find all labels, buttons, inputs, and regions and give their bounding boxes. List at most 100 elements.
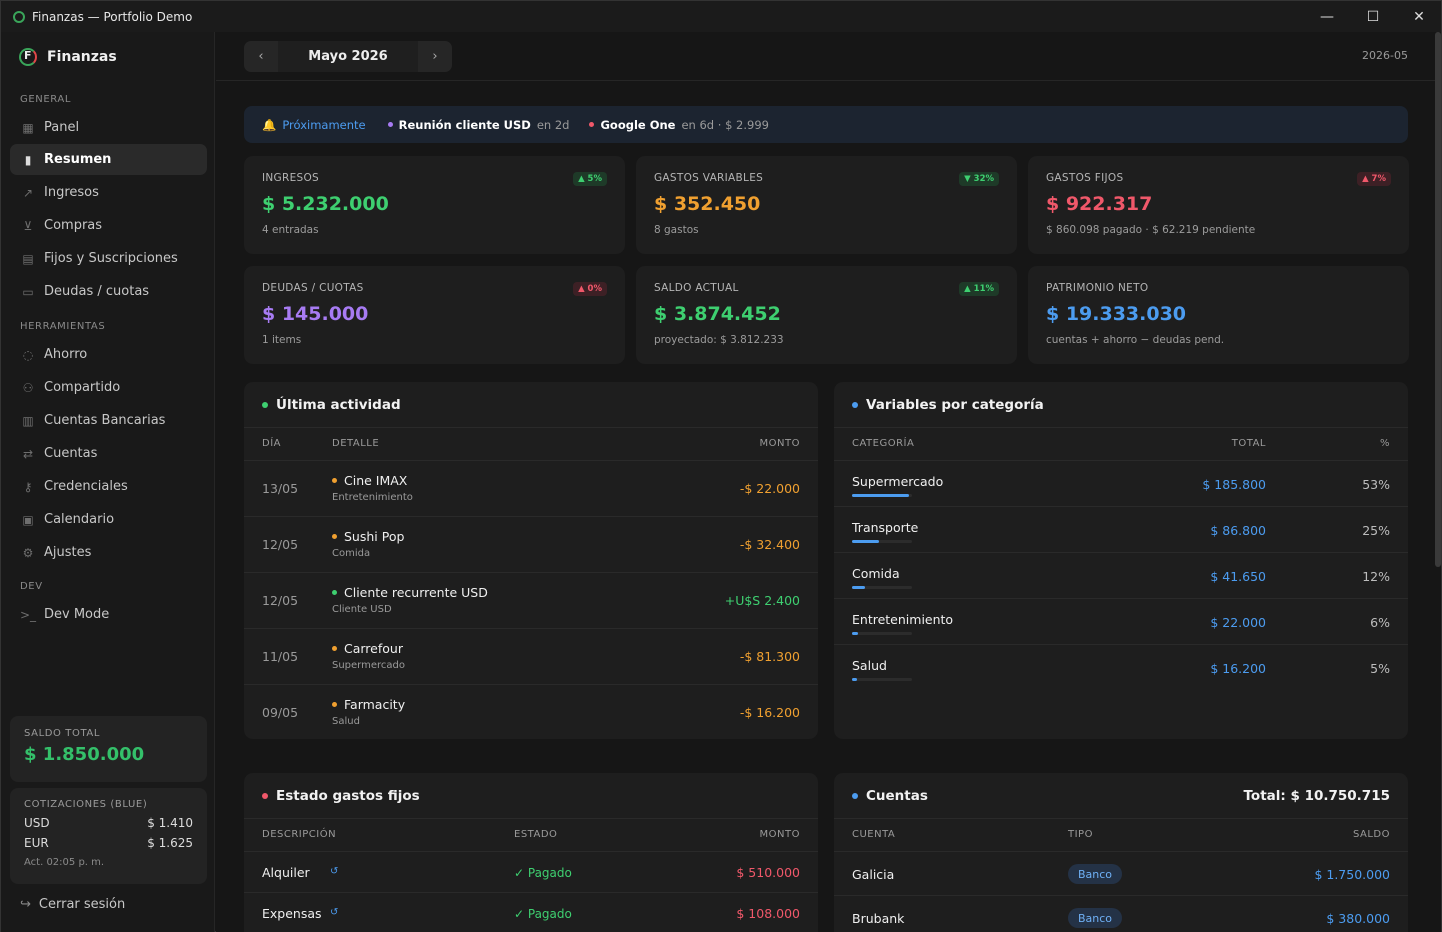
quote-value: $ 1.410 (147, 816, 193, 830)
activity-dot (262, 401, 268, 408)
minimize-icon[interactable]: — (1320, 8, 1334, 25)
section-general: GENERAL (20, 94, 72, 105)
activity-day: 09/05 (262, 705, 299, 720)
account-row[interactable]: Brubank Banco $ 380.000 (834, 895, 1408, 932)
sidebar-item-resumen[interactable]: ▮ Resumen (10, 144, 207, 175)
sidebar-item-label: Ingresos (44, 185, 99, 200)
piggy-icon: ◌ (22, 347, 34, 362)
logout-icon: ↪ (20, 897, 31, 912)
sidebar-item-credenciales[interactable]: ⚷ Credenciales (10, 471, 207, 502)
section-tools: HERRAMIENTAS (20, 321, 106, 332)
logout-button[interactable]: ↪ Cerrar sesión (20, 897, 125, 912)
sidebar-item-dev-mode[interactable]: >_ Dev Mode (10, 599, 207, 630)
cart-icon: ⊻ (23, 218, 33, 233)
sidebar-item-compartido[interactable]: ⚇ Compartido (10, 372, 207, 403)
brand-name: Finanzas (47, 49, 117, 65)
sidebar-item-calendario[interactable]: ▣ Calendario (10, 504, 207, 535)
sidebar-item-fijos-y-suscripciones[interactable]: ▤ Fijos y Suscripciones (10, 243, 207, 274)
activity-category: Salud (332, 716, 360, 727)
sidebar-item-ingresos[interactable]: ↗ Ingresos (10, 177, 207, 208)
bar-chart-icon: ▮ (24, 152, 32, 167)
category-row[interactable]: Comida $ 41.650 12% (834, 552, 1408, 598)
app-icon (13, 10, 25, 23)
bell-icon: 🔔 (262, 117, 277, 132)
category-share-bar (852, 586, 912, 589)
close-icon[interactable]: ✕ (1413, 8, 1425, 25)
activity-row[interactable]: 13/05 Cine IMAX Entretenimiento -$ 22.00… (244, 460, 818, 516)
col-type: TIPO (1068, 829, 1093, 840)
category-row[interactable]: Supermercado $ 185.800 53% (834, 460, 1408, 506)
sidebar-item-ajustes[interactable]: ⚙ Ajustes (10, 537, 207, 568)
kpi-card: DEUDAS / CUOTAS $ 145.000 1 items ▲ 0% (244, 266, 625, 364)
sidebar-item-compras[interactable]: ⊻ Compras (10, 210, 207, 241)
category-row[interactable]: Salud $ 16.200 5% (834, 644, 1408, 690)
col-detail: DETALLE (332, 438, 380, 449)
activity-day: 11/05 (262, 649, 299, 664)
upcoming-item[interactable]: Google One (600, 117, 676, 132)
sidebar-item-label: Ahorro (44, 347, 88, 362)
activity-row[interactable]: 12/05 Cliente recurrente USD Cliente USD… (244, 572, 818, 628)
bank-icon: ▥ (22, 413, 34, 428)
category-total: $ 86.800 (1210, 523, 1266, 538)
category-row[interactable]: Transporte $ 86.800 25% (834, 506, 1408, 552)
activity-row[interactable]: 09/05 Farmacity Salud -$ 16.200 (244, 684, 818, 739)
activity-day: 12/05 (262, 537, 299, 552)
quote-value: $ 1.625 (147, 836, 193, 850)
logo-icon (19, 48, 37, 66)
kpi-subtext: proyectado: $ 3.812.233 (654, 334, 784, 346)
sidebar-item-deudas-cuotas[interactable]: ▭ Deudas / cuotas (10, 276, 207, 307)
upcoming-item[interactable]: Reunión cliente USD (398, 117, 531, 132)
sidebar-item-label: Dev Mode (44, 607, 110, 622)
category-share-fill (852, 494, 909, 497)
category-total: $ 185.800 (1202, 477, 1266, 492)
category-name: Entretenimiento (852, 612, 954, 627)
categories-panel: Variables por categoría CATEGORÍA TOTAL … (834, 382, 1408, 739)
kpi-label: GASTOS FIJOS (1046, 172, 1124, 184)
sidebar-item-cuentas-bancarias[interactable]: ▥ Cuentas Bancarias (10, 405, 207, 436)
fixed-row[interactable]: Alquiler ↺ ✓ Pagado $ 510.000 (244, 851, 818, 892)
activity-amount: -$ 32.400 (739, 537, 800, 552)
sidebar-item-cuentas[interactable]: ⇄ Cuentas (10, 438, 207, 469)
kpi-value: $ 5.232.000 (262, 193, 389, 215)
scrollbar[interactable] (1435, 32, 1441, 567)
upcoming-dot (589, 122, 595, 127)
sidebar-item-label: Fijos y Suscripciones (44, 251, 178, 266)
fixed-header: Estado gastos fijos (244, 773, 818, 819)
category-pct: 53% (1362, 477, 1390, 492)
kpi-label: SALDO ACTUAL (654, 282, 739, 294)
quote-row-usd: USD $ 1.410 (24, 816, 193, 830)
category-total: $ 16.200 (1210, 661, 1266, 676)
brand[interactable]: Finanzas (19, 48, 117, 66)
maximize-icon[interactable]: ☐ (1366, 8, 1380, 25)
gear-icon: ⚙ (22, 545, 34, 560)
activity-category: Cliente USD (332, 604, 392, 615)
accounts-total: Total: $ 10.750.715 (1243, 787, 1390, 804)
account-balance: $ 380.000 (1326, 911, 1390, 926)
upcoming-banner: 🔔 Próximamente Reunión cliente USD en 2d… (244, 106, 1408, 143)
activity-category: Entretenimiento (332, 492, 413, 503)
category-name: Salud (852, 658, 887, 673)
terminal-icon: >_ (19, 607, 37, 622)
activity-name: Carrefour (344, 641, 403, 656)
month-label[interactable]: Mayo 2026 (278, 41, 418, 72)
chevron-left-icon[interactable]: ‹ (258, 49, 264, 64)
kpi-change-badge: ▲ 11% (959, 282, 999, 296)
account-row[interactable]: Galicia Banco $ 1.750.000 (834, 851, 1408, 895)
kpi-label: GASTOS VARIABLES (654, 172, 764, 184)
fixed-title: Estado gastos fijos (276, 787, 420, 804)
activity-row[interactable]: 11/05 Carrefour Supermercado -$ 81.300 (244, 628, 818, 684)
kpi-subtext: cuentas + ahorro − deudas pend. (1046, 334, 1225, 346)
section-dev: DEV (20, 581, 43, 592)
category-row[interactable]: Entretenimiento $ 22.000 6% (834, 598, 1408, 644)
top-bar: ‹ Mayo 2026 › 2026-05 (216, 32, 1441, 81)
kpi-change-badge: ▲ 7% (1357, 172, 1391, 186)
fixed-row[interactable]: Expensas ↺ ✓ Pagado $ 108.000 (244, 892, 818, 932)
category-name: Comida (852, 566, 900, 581)
sidebar-item-panel[interactable]: ▦ Panel (10, 112, 207, 143)
chevron-right-icon[interactable]: › (432, 49, 438, 64)
sidebar-item-ahorro[interactable]: ◌ Ahorro (10, 339, 207, 370)
fixed-amount: $ 108.000 (736, 906, 800, 921)
category-total: $ 22.000 (1210, 615, 1266, 630)
activity-row[interactable]: 12/05 Sushi Pop Comida -$ 32.400 (244, 516, 818, 572)
col-total: TOTAL (1231, 438, 1266, 449)
